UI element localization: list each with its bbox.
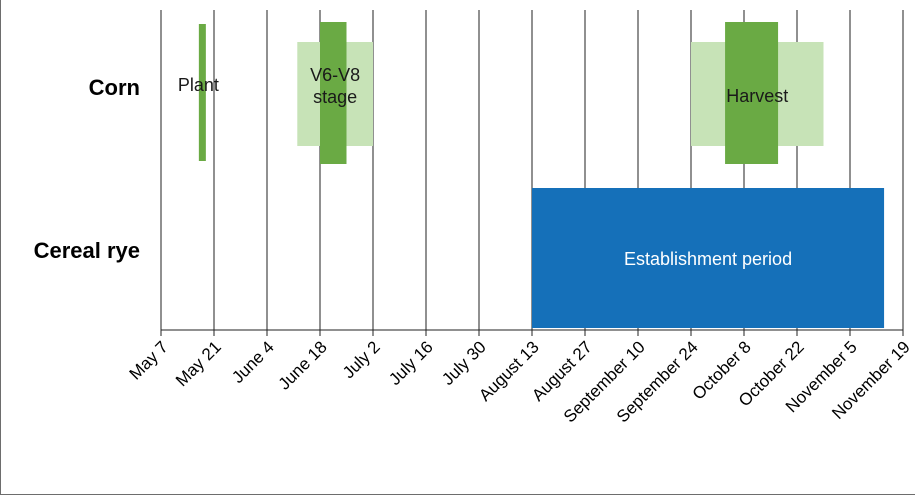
x-tick-label: May 7 xyxy=(126,337,172,383)
x-tick-label: May 21 xyxy=(172,337,225,390)
bar-dark xyxy=(198,24,206,161)
bar-label: V6-V8 xyxy=(310,65,360,85)
x-tick-label: June 18 xyxy=(275,337,331,393)
x-tick-label: June 4 xyxy=(228,337,278,387)
row-label-cereal-rye: Cereal rye xyxy=(34,238,140,263)
bar-label: Plant xyxy=(178,75,219,95)
bar-label: stage xyxy=(313,87,357,107)
bar-label: Establishment period xyxy=(624,249,792,269)
bar-dark xyxy=(320,22,347,164)
row-label-corn: Corn xyxy=(89,75,140,100)
bars xyxy=(198,22,885,328)
x-tick-label: July 16 xyxy=(385,337,437,389)
bar-dark xyxy=(725,22,779,164)
bar-blue xyxy=(532,188,885,328)
bar-label-harvest: Harvest xyxy=(726,86,788,106)
x-tick-label: July 30 xyxy=(438,337,490,389)
x-tick-label: July 2 xyxy=(339,337,384,382)
